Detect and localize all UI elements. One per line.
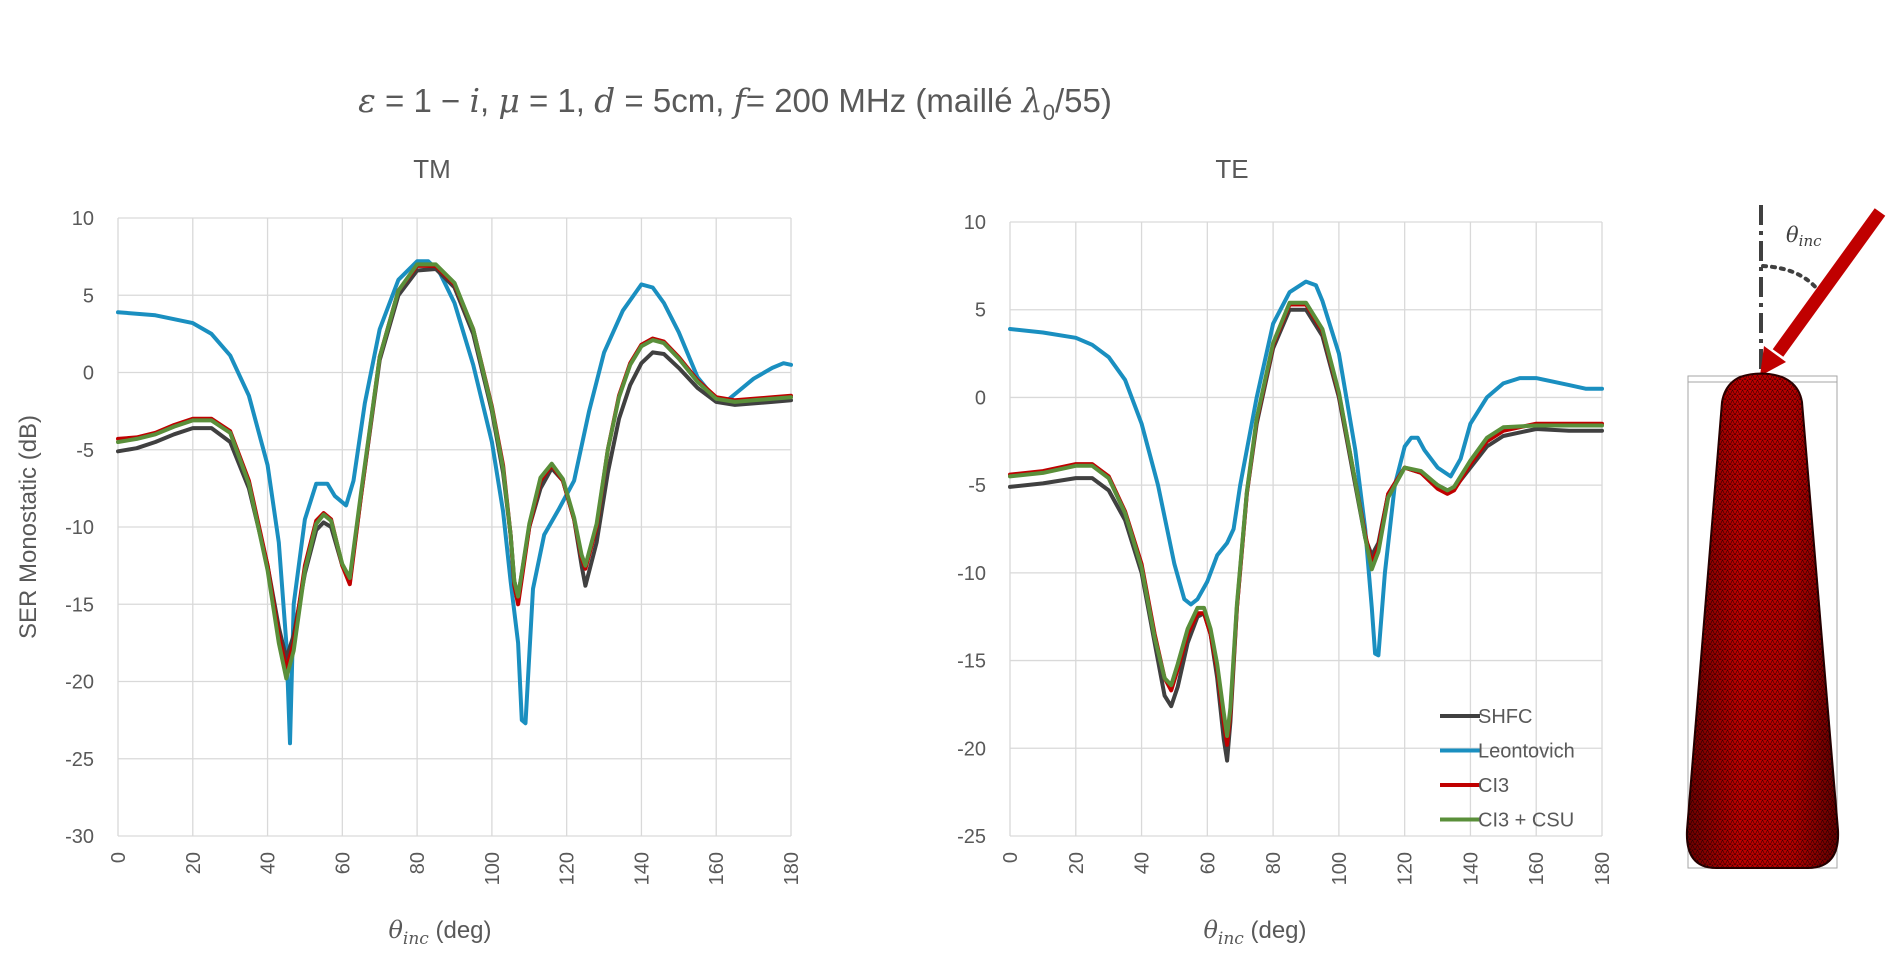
title-part: = 5cm, [615,82,733,119]
x-tick-label: 40 [1132,852,1154,874]
x-tick-label: 160 [706,852,728,885]
y-tick-label: -5 [76,440,94,462]
y-tick-label: 10 [72,208,94,230]
x-tick-label: 0 [1000,852,1022,863]
title-part: 0 [1043,100,1055,125]
series-line-shfc [1008,307,1604,763]
x-tick-label: 180 [1592,852,1614,885]
legend-label: Leontovich [1478,741,1575,763]
y-tick-label: -15 [957,651,986,673]
y-tick-label: -10 [65,517,94,539]
x-axis-title: θinc (deg) [388,916,491,949]
title-part: λ [1020,81,1043,120]
title-part: = 1, [520,82,594,119]
y-tick-label: -10 [957,563,986,585]
series-line-ci3-csu [116,262,793,681]
y-tick-label: 5 [975,300,986,322]
series-line-ci3 [116,263,793,672]
y-tick-label: -20 [65,672,94,694]
x-tick-label: 160 [1526,852,1548,885]
y-tick-label: -5 [968,475,986,497]
x-tick-label: 120 [1395,852,1417,885]
x-tick-label: 140 [631,852,653,885]
y-tick-label: -25 [957,826,986,848]
y-tick-label: -30 [65,826,94,848]
incident-arrow-shaft [1772,208,1886,357]
title-part: /55) [1055,82,1112,119]
y-tick-label: 0 [83,363,94,385]
title-part: μ [498,81,519,120]
diagram-theta-label: θinc [1786,223,1822,250]
legend: SHFC Leontovich CI3 CI3 + CSU [1440,706,1575,832]
legend-label: CI3 + CSU [1478,810,1574,832]
y-tick-label: 0 [975,387,986,409]
series-line-leontovich [1008,279,1604,658]
chart-title: TM [413,154,451,184]
y-tick-label: 10 [964,212,986,234]
geometry-diagram: θinc [1685,205,1886,869]
x-tick-label: 100 [482,852,504,885]
x-tick-label: 40 [258,852,280,874]
x-tick-label: 120 [557,852,579,885]
series-line-leontovich [116,259,793,746]
x-tick-label: 20 [1066,852,1088,874]
series-line-ci3 [1008,302,1604,747]
y-axis-title: SER Monostatic (dB) [15,415,42,639]
x-tick-label: 140 [1460,852,1482,885]
title-part: i [469,81,480,120]
title-part: , [480,82,498,119]
incidence-angle-arc [1761,264,1820,292]
y-tick-label: -20 [957,738,986,760]
legend-label: CI3 [1478,775,1509,797]
x-tick-label: 0 [108,852,130,863]
y-tick-label: -25 [65,749,94,771]
x-tick-label: 60 [1197,852,1219,874]
title-part: ε [358,81,376,120]
y-tick-label: 5 [83,285,94,307]
x-tick-label: 100 [1329,852,1351,885]
incident-arrow-head [1760,346,1786,376]
series-line-shfc [116,267,793,661]
title-part: = 200 MHz (maillé [746,82,1022,119]
x-tick-label: 20 [183,852,205,874]
dielectric-body-shading [1686,373,1839,868]
x-axis-title: θinc (deg) [1203,916,1306,949]
x-tick-label: 80 [1263,852,1285,874]
chart-title: TE [1215,154,1248,184]
x-tick-label: 80 [407,852,429,874]
title-part: = 1 − [376,82,470,119]
title-part: d [594,81,615,120]
series-line-ci3-csu [1008,300,1604,738]
legend-label: SHFC [1478,706,1532,728]
figure-title: ε = 1 − i, μ = 1, d = 5cm, f= 200 MHz (m… [358,81,1112,125]
x-tick-label: 60 [332,852,354,874]
x-tick-label: 180 [781,852,803,885]
y-tick-label: -15 [65,594,94,616]
